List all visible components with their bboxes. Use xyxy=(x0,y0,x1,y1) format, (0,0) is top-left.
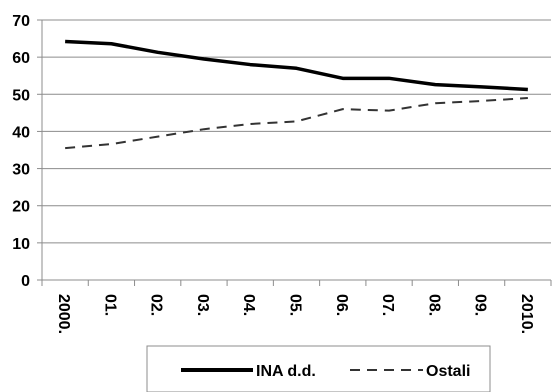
x-tick-labels: 2000. 01. 02. 03. 04. 05. 06. 07. 08. 09. 2010. xyxy=(55,294,535,334)
x-tick-label: 03. xyxy=(194,294,211,316)
x-tick-label: 09. xyxy=(472,294,489,316)
y-tick-label: 30 xyxy=(12,162,30,179)
x-tick-label: 02. xyxy=(148,294,165,316)
legend-label-ostali: Ostali xyxy=(426,363,470,380)
series-line-ina xyxy=(65,39,528,92)
legend-box xyxy=(146,345,491,392)
legend: INA d.d. Ostali xyxy=(146,345,491,392)
y-tick-label: 70 xyxy=(12,13,30,30)
y-tick-label: 40 xyxy=(12,124,30,141)
x-tick-label: 04. xyxy=(240,294,257,316)
x-tick-label: 2000. xyxy=(55,294,72,334)
y-tick-labels: 0 10 20 30 40 50 60 70 xyxy=(12,13,30,290)
y-tick-label: 50 xyxy=(12,87,30,104)
x-tick-label: 06. xyxy=(333,294,350,316)
legend-label-ina: INA d.d. xyxy=(256,363,316,380)
x-tick-label: 2010. xyxy=(518,294,535,334)
y-tick-label: 10 xyxy=(12,236,30,253)
series-lines xyxy=(65,39,528,150)
axes xyxy=(37,19,552,286)
x-tick-label: 05. xyxy=(287,294,304,316)
y-tick-label: 20 xyxy=(12,199,30,216)
series-line-ostali xyxy=(65,97,528,150)
x-tick-label: 07. xyxy=(379,294,396,316)
x-tick-label: 08. xyxy=(425,294,442,316)
y-tick-label: 0 xyxy=(21,273,30,290)
x-tick-label: 01. xyxy=(101,294,118,316)
grid-lines xyxy=(42,19,551,244)
y-tick-label: 60 xyxy=(12,50,30,67)
